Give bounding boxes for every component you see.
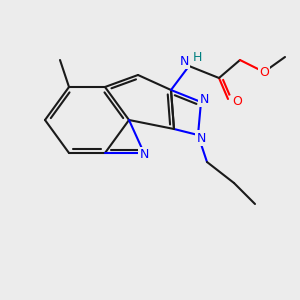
Text: N: N: [139, 148, 149, 161]
Text: O: O: [259, 65, 269, 79]
Text: H: H: [192, 51, 202, 64]
Text: N: N: [199, 92, 209, 106]
Text: N: N: [196, 131, 206, 145]
Text: O: O: [232, 95, 242, 109]
Text: N: N: [180, 55, 189, 68]
